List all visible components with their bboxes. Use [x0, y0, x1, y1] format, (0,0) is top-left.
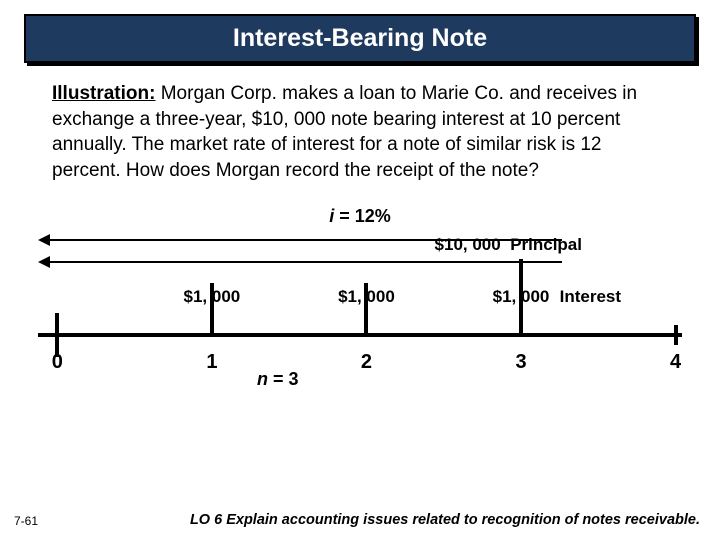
slide-title: Interest-Bearing Note — [233, 24, 487, 52]
interest-word: Interest — [560, 287, 621, 307]
title-bar: Interest-Bearing Note — [24, 14, 696, 63]
principal-arrow: $10, 000 Principal — [48, 239, 562, 241]
rate-line: i = 12% — [18, 206, 702, 227]
principal-word: Principal — [510, 235, 582, 254]
tick-2 — [364, 283, 368, 337]
illustration-text: Illustration: Morgan Corp. makes a loan … — [18, 81, 702, 184]
n-var: n — [257, 369, 268, 389]
axis-label-2: 2 — [361, 351, 372, 374]
principal-label: $10, 000 Principal — [435, 235, 582, 255]
principal-amount: $10, 000 — [435, 235, 501, 254]
n-equals: n = 3 — [257, 369, 299, 390]
illustration-label: Illustration: — [52, 83, 155, 104]
tick-1 — [210, 283, 214, 337]
footer-lo: LO 6 Explain accounting issues related t… — [0, 512, 720, 528]
interest-arrow — [48, 261, 562, 263]
tick-3 — [519, 259, 523, 337]
page-number: 7-61 — [14, 514, 38, 528]
axis-label-4: 4 — [670, 351, 681, 374]
timeline-diagram: $10, 000 Principal $1, 000 $1, 000 $1, 0… — [38, 233, 682, 403]
axis-label-1: 1 — [206, 351, 217, 374]
n-value: = 3 — [268, 369, 299, 389]
rate-eq: = 12% — [334, 206, 391, 226]
axis-label-0: 0 — [52, 351, 63, 374]
timeline-axis: 0 1 2 3 4 — [38, 333, 682, 337]
axis-label-3: 3 — [515, 351, 526, 374]
tick-4 — [674, 325, 678, 345]
